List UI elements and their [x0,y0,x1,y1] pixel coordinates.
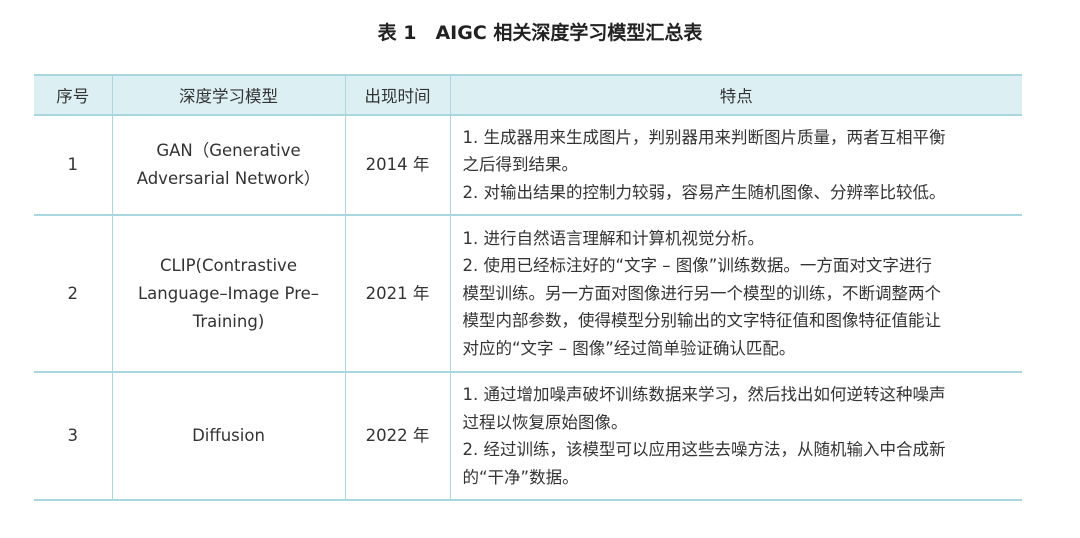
model-line: Language–Image Pre– [137,283,320,303]
table-header-row: 序号 深度学习模型 出现时间 特点 [34,75,1022,115]
feature-line: 2. 经过训练，该模型可以应用这些去噪方法，从随机输入中合成新 [462,440,946,459]
table-row: 1 GAN（Generative Adversarial Network） 20… [34,115,1022,215]
model-line: Adversarial Network） [136,169,321,188]
model-line: CLIP(Contrastive [160,255,297,275]
cell-year: 2021 年 [344,215,451,372]
cell-no: 1 [34,115,113,215]
cell-model: Diffusion [111,372,346,500]
feature-line: 2. 使用已经标注好的“文字 – 图像”训练数据。一方面对文字进行 [462,256,932,276]
model-line: GAN（Generative [156,141,301,160]
table-row: 3 Diffusion 2022 年 1. 通过增加噪声破坏训练数据来学习，然后… [34,372,1022,500]
feature-line: 1. 进行自然语言理解和计算机视觉分析。 [462,228,765,248]
header-model: 深度学习模型 [111,75,346,115]
cell-no: 3 [34,372,113,500]
feature-line: 2. 对输出结果的控制力较弱，容易产生随机图像、分辨率比较低。 [462,182,946,202]
table-title: 表 1 AIGC 相关深度学习模型汇总表 [377,22,703,44]
model-line: Training) [192,311,265,331]
table-row: 2 CLIP(Contrastive Language–Image Pre– T… [34,215,1022,372]
feature-line: 模型内部参数，使得模型分别输出的文字特征值和图像特征值能让 [462,311,942,331]
header-features: 特点 [449,75,1022,115]
header-year: 出现时间 [344,75,451,115]
cell-features: 1. 进行自然语言理解和计算机视觉分析。 2. 使用已经标注好的“文字 – 图像… [449,215,1022,372]
feature-line: 1. 生成器用来生成图片，判别器用来判断图片质量，两者互相平衡 [462,127,946,147]
cell-year: 2022 年 [344,372,451,500]
cell-year: 2014 年 [344,115,451,215]
cell-features: 1. 生成器用来生成图片，判别器用来判断图片质量，两者互相平衡 之后得到结果。 … [449,115,1022,215]
cell-model: GAN（Generative Adversarial Network） [111,115,346,215]
feature-line: 之后得到结果。 [462,155,579,175]
cell-features: 1. 通过增加噪声破坏训练数据来学习，然后找出如何逆转这种噪声 过程以恢复原始图… [449,372,1022,500]
model-line: Diffusion [192,426,265,445]
header-no: 序号 [34,75,113,115]
feature-line: 对应的“文字 – 图像”经过简单验证确认匹配。 [462,338,796,358]
model-summary-table: 序号 深度学习模型 出现时间 特点 1 GAN（Generative Adver… [34,74,1022,501]
feature-line: 的“干净”数据。 [462,467,579,487]
feature-line: 1. 通过增加噪声破坏训练数据来学习，然后找出如何逆转这种噪声 [462,385,946,404]
feature-line: 模型训练。另一方面对图像进行另一个模型的训练，不断调整两个 [462,283,942,303]
cell-no: 2 [34,215,113,372]
feature-line: 过程以恢复原始图像。 [462,412,628,432]
cell-model: CLIP(Contrastive Language–Image Pre– Tra… [111,215,346,372]
